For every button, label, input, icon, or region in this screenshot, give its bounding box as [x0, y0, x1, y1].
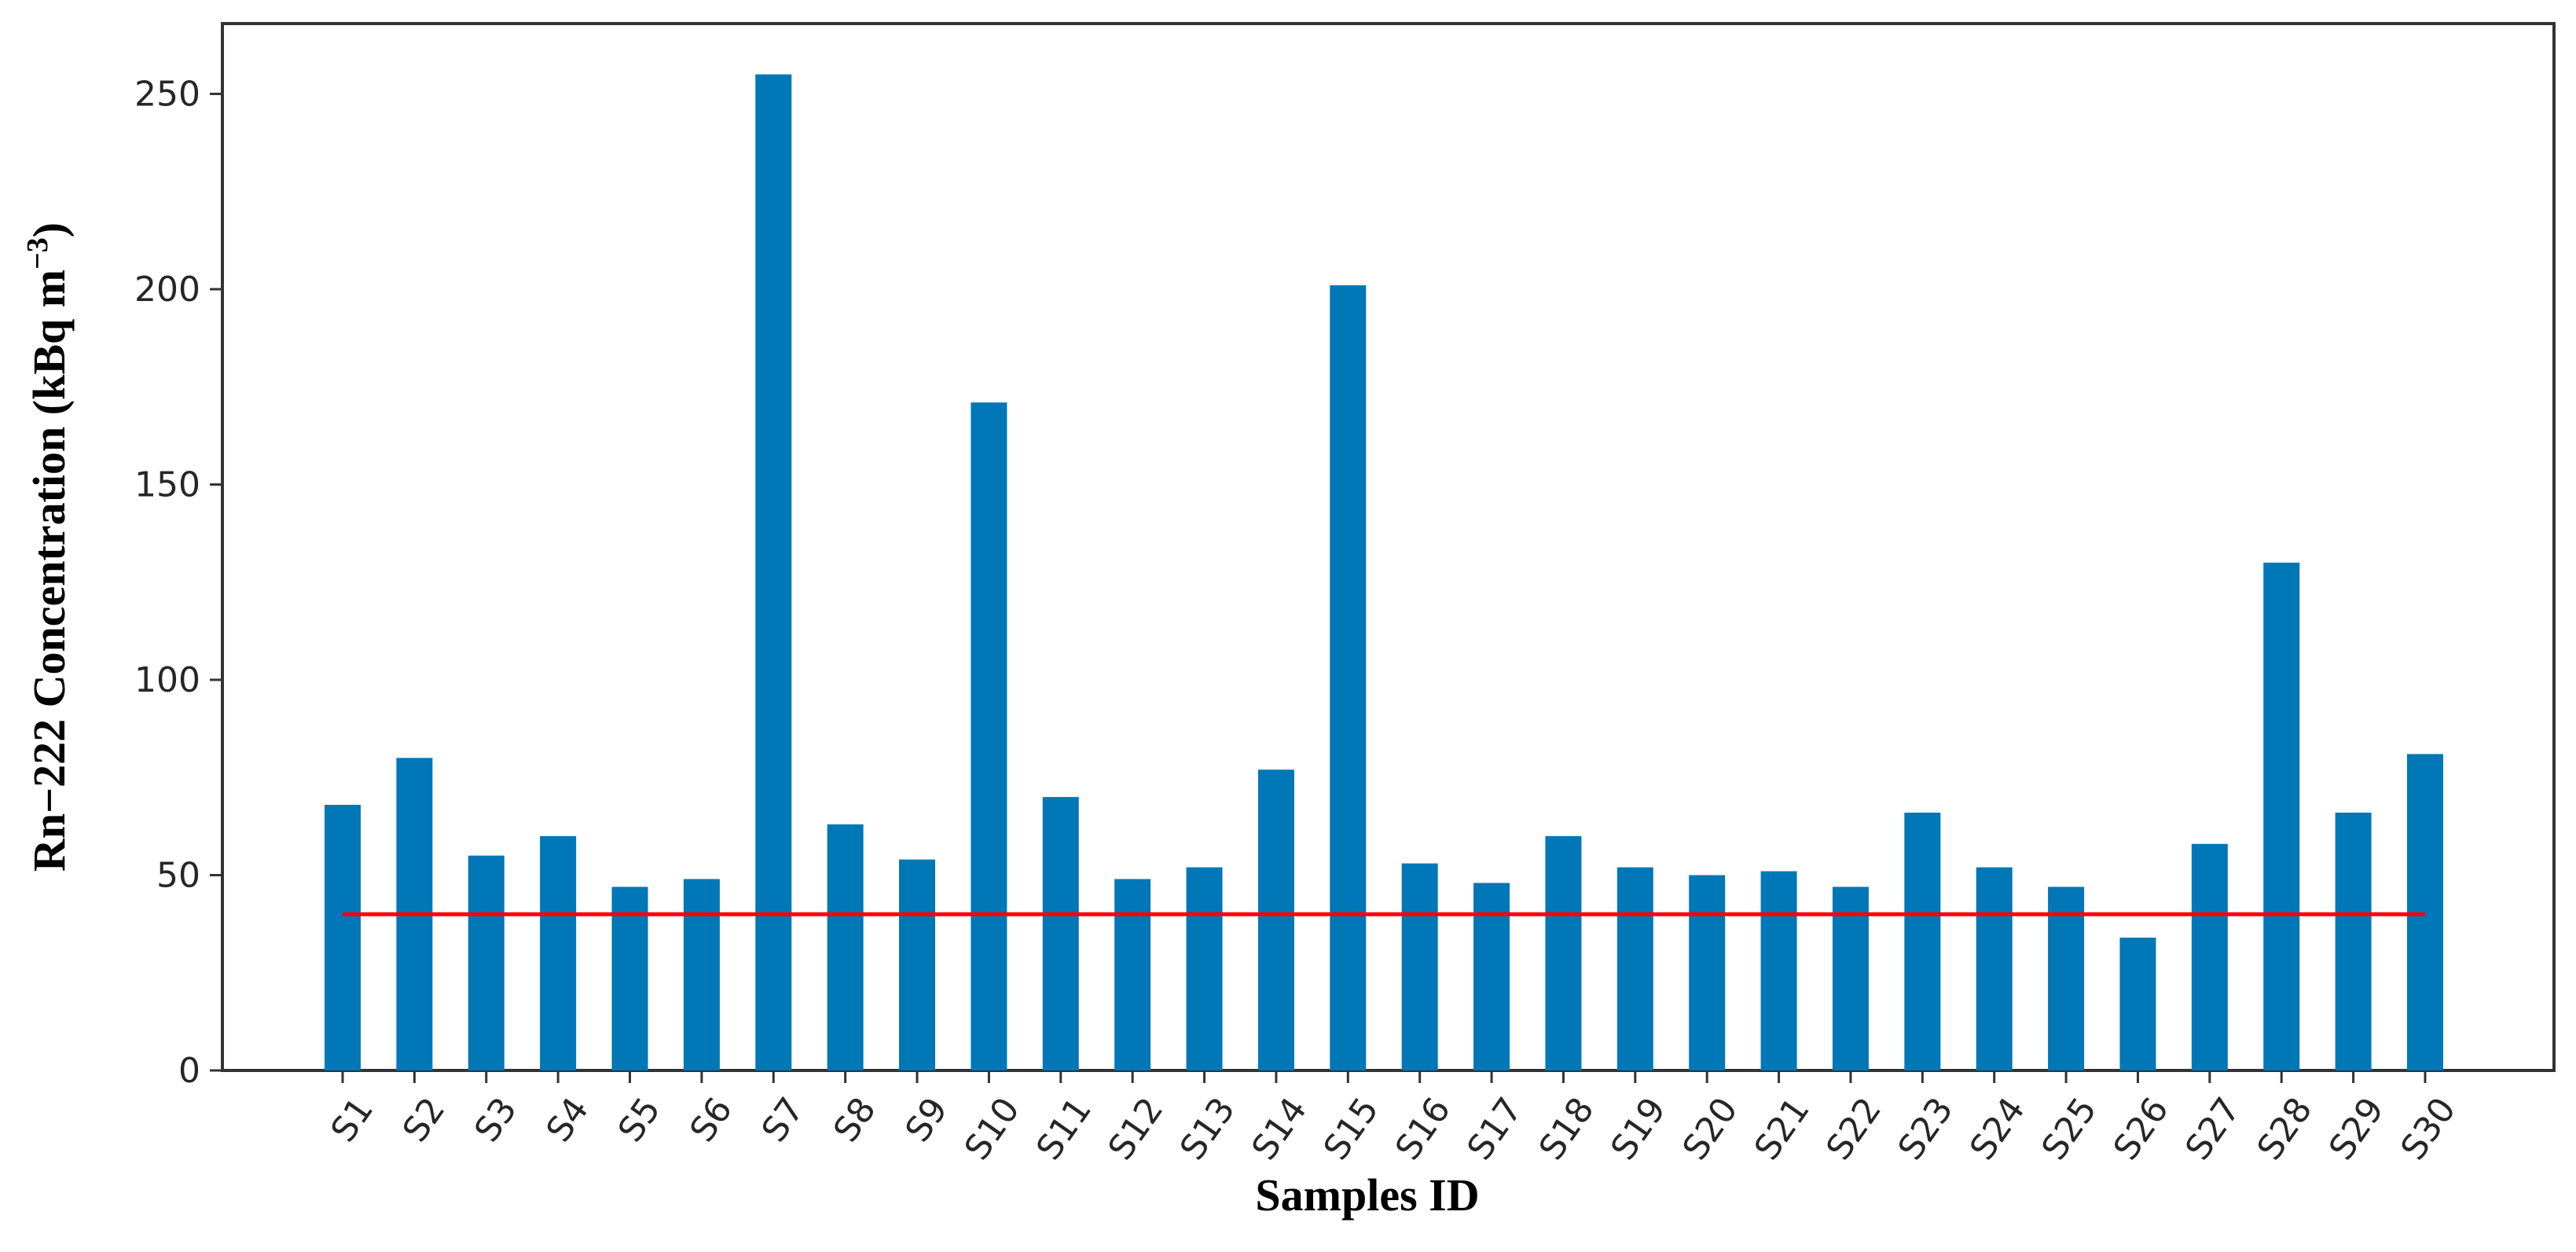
y-tick-label: 150 [134, 464, 200, 505]
bar-s1 [325, 805, 361, 1070]
bar-s8 [827, 824, 864, 1070]
y-axis-title-close: ) [24, 222, 75, 237]
x-tick-label-s2: S2 [395, 1090, 453, 1149]
x-tick-label-s11: S11 [1029, 1090, 1099, 1167]
x-tick-label-s20: S20 [1675, 1090, 1746, 1167]
y-axis-title-superscript: −3 [21, 237, 54, 270]
x-tick-label-s28: S28 [2250, 1090, 2321, 1167]
bar-s9 [899, 859, 936, 1070]
y-tick-label: 250 [134, 74, 200, 114]
bar-s27 [2191, 843, 2228, 1070]
bar-s25 [2048, 887, 2085, 1070]
bar-s11 [1042, 797, 1079, 1070]
bar-s17 [1473, 883, 1510, 1070]
bar-s19 [1616, 867, 1653, 1070]
bar-s26 [2119, 938, 2156, 1070]
x-tick-label-s14: S14 [1244, 1090, 1315, 1167]
x-tick-label-s1: S1 [323, 1090, 381, 1149]
bar-s24 [1976, 867, 2013, 1070]
bar-s7 [755, 74, 792, 1070]
plot-frame [221, 22, 2556, 1072]
bar-s13 [1186, 867, 1223, 1070]
x-axis-ticks: S1 S2 S3 S4 S5 S6 S7 S8 S9 S10 S11 S12 S13 S14 S15 S16 S… [323, 1070, 2464, 1167]
x-tick-label-s15: S15 [1316, 1090, 1387, 1167]
y-axis-title-text: Rn−222 Concentration (kBq m [24, 270, 75, 872]
bars-group [325, 74, 2443, 1070]
y-tick-label: 50 [156, 855, 200, 895]
x-tick-label-s13: S13 [1172, 1090, 1243, 1167]
x-tick-label-s21: S21 [1747, 1090, 1818, 1167]
bar-s4 [540, 835, 577, 1070]
x-tick-label-s27: S27 [2178, 1090, 2248, 1167]
x-tick-label-s4: S4 [539, 1090, 597, 1149]
x-tick-label-s16: S16 [1388, 1090, 1459, 1167]
x-tick-label-s23: S23 [1891, 1090, 1961, 1167]
x-tick-label-s8: S8 [826, 1090, 884, 1149]
x-tick-label-s29: S29 [2321, 1090, 2392, 1167]
x-tick-label-s30: S30 [2393, 1090, 2464, 1167]
bar-s16 [1401, 863, 1438, 1070]
bar-s15 [1330, 285, 1367, 1070]
bar-s22 [1832, 887, 1869, 1070]
x-tick-label-s7: S7 [754, 1090, 813, 1149]
bar-s14 [1257, 769, 1294, 1070]
x-tick-label-s17: S17 [1459, 1090, 1530, 1167]
bar-s20 [1689, 875, 1726, 1070]
x-tick-label-s22: S22 [1818, 1090, 1889, 1167]
x-tick-label-s10: S10 [957, 1090, 1028, 1167]
x-tick-label-s24: S24 [1962, 1090, 2033, 1167]
bar-s6 [683, 879, 720, 1070]
x-axis-title: Samples ID [1255, 1169, 1479, 1221]
bar-s5 [611, 887, 648, 1070]
bar-s29 [2335, 812, 2372, 1070]
bar-s23 [1904, 812, 1941, 1070]
x-tick-label-s18: S18 [1532, 1090, 1602, 1167]
bar-s12 [1114, 879, 1151, 1070]
x-tick-label-s9: S9 [897, 1090, 956, 1149]
bar-s3 [468, 855, 505, 1070]
bar-s28 [2263, 562, 2300, 1070]
x-tick-label-s5: S5 [611, 1090, 669, 1149]
y-axis-ticks: 0 50 100 150 200 250 [134, 74, 222, 1091]
x-tick-label-s3: S3 [467, 1090, 525, 1149]
x-tick-label-s25: S25 [2034, 1090, 2104, 1167]
x-tick-label-s26: S26 [2106, 1090, 2177, 1167]
bar-s10 [971, 402, 1007, 1070]
bar-s21 [1760, 871, 1797, 1070]
y-tick-label: 100 [134, 660, 200, 700]
y-axis-title: Rn−222 Concentration (kBq m−3) [21, 222, 75, 872]
x-tick-label-s19: S19 [1603, 1090, 1674, 1167]
y-tick-label: 200 [134, 270, 200, 310]
bar-s18 [1545, 835, 1582, 1070]
x-tick-label-s6: S6 [682, 1090, 740, 1149]
y-tick-label: 0 [178, 1051, 200, 1091]
x-tick-label-s12: S12 [1100, 1090, 1171, 1167]
